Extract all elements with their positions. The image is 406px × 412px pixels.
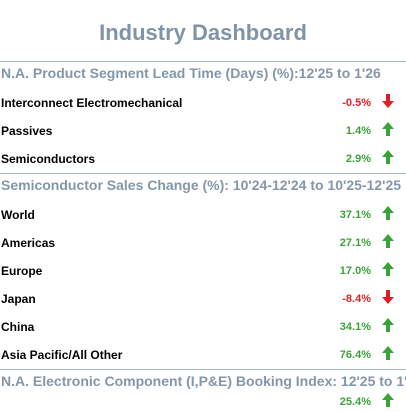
arrow-up-icon [382,393,394,407]
metric-row: China 34.1% [0,314,406,340]
dashboard-title: Industry Dashboard [99,20,307,45]
metric-label: Europe [1,264,43,278]
section-header-booking-index: N.A. Electronic Component (I,P&E) Bookin… [0,369,406,392]
arrow-up-icon [382,346,394,360]
section-header-sales-change: Semiconductor Sales Change (%): 10'24-12… [0,173,406,196]
arrow-up-icon [382,206,394,220]
metric-row: Interconnect Electromechanical -0.5% [0,90,406,116]
section-heading: Semiconductor Sales Change (%): 10'24-12… [1,177,402,193]
metric-value: -8.4% [342,293,371,305]
metric-label: China [1,320,35,334]
metric-value: 25.4% [339,396,371,408]
metric-row: Asia Pacific/All Other 76.4% [0,342,406,368]
metric-row: Europe 17.0% [0,258,406,284]
metric-label: World [1,208,35,222]
metric-value: 37.1% [339,209,371,221]
section-heading: N.A. Electronic Component (I,P&E) Bookin… [1,373,406,389]
metric-value: 76.4% [339,349,371,361]
section-header-lead-time: N.A. Product Segment Lead Time (Days) (%… [0,61,406,84]
metric-label: Passives [1,124,53,138]
arrow-up-icon [382,122,394,136]
metric-value: 1.4% [345,125,371,137]
metric-value: 2.9% [345,153,371,165]
arrow-down-icon [382,94,394,108]
metric-row: Semiconductors 2.9% [0,146,406,172]
metric-value: 34.1% [339,321,371,333]
metric-label: Semiconductors [1,152,96,166]
section-heading: N.A. Product Segment Lead Time (Days) (%… [1,65,381,81]
metric-label: Americas [1,236,56,250]
arrow-up-icon [382,318,394,332]
metric-row: Japan -8.4% [0,286,406,312]
metric-value: -0.5% [342,97,371,109]
metric-value: 27.1% [339,237,371,249]
arrow-up-icon [382,150,394,164]
metric-row: 25.4% [0,392,406,409]
arrow-up-icon [382,234,394,248]
metric-row: Americas 27.1% [0,230,406,256]
metric-row: World 37.1% [0,202,406,228]
metric-label: Japan [1,292,36,306]
metric-value: 17.0% [339,265,371,277]
metric-label: Asia Pacific/All Other [1,348,123,362]
metric-label: Interconnect Electromechanical [1,96,183,110]
arrow-up-icon [382,262,394,276]
metric-row: Passives 1.4% [0,118,406,144]
arrow-down-icon [382,290,394,304]
